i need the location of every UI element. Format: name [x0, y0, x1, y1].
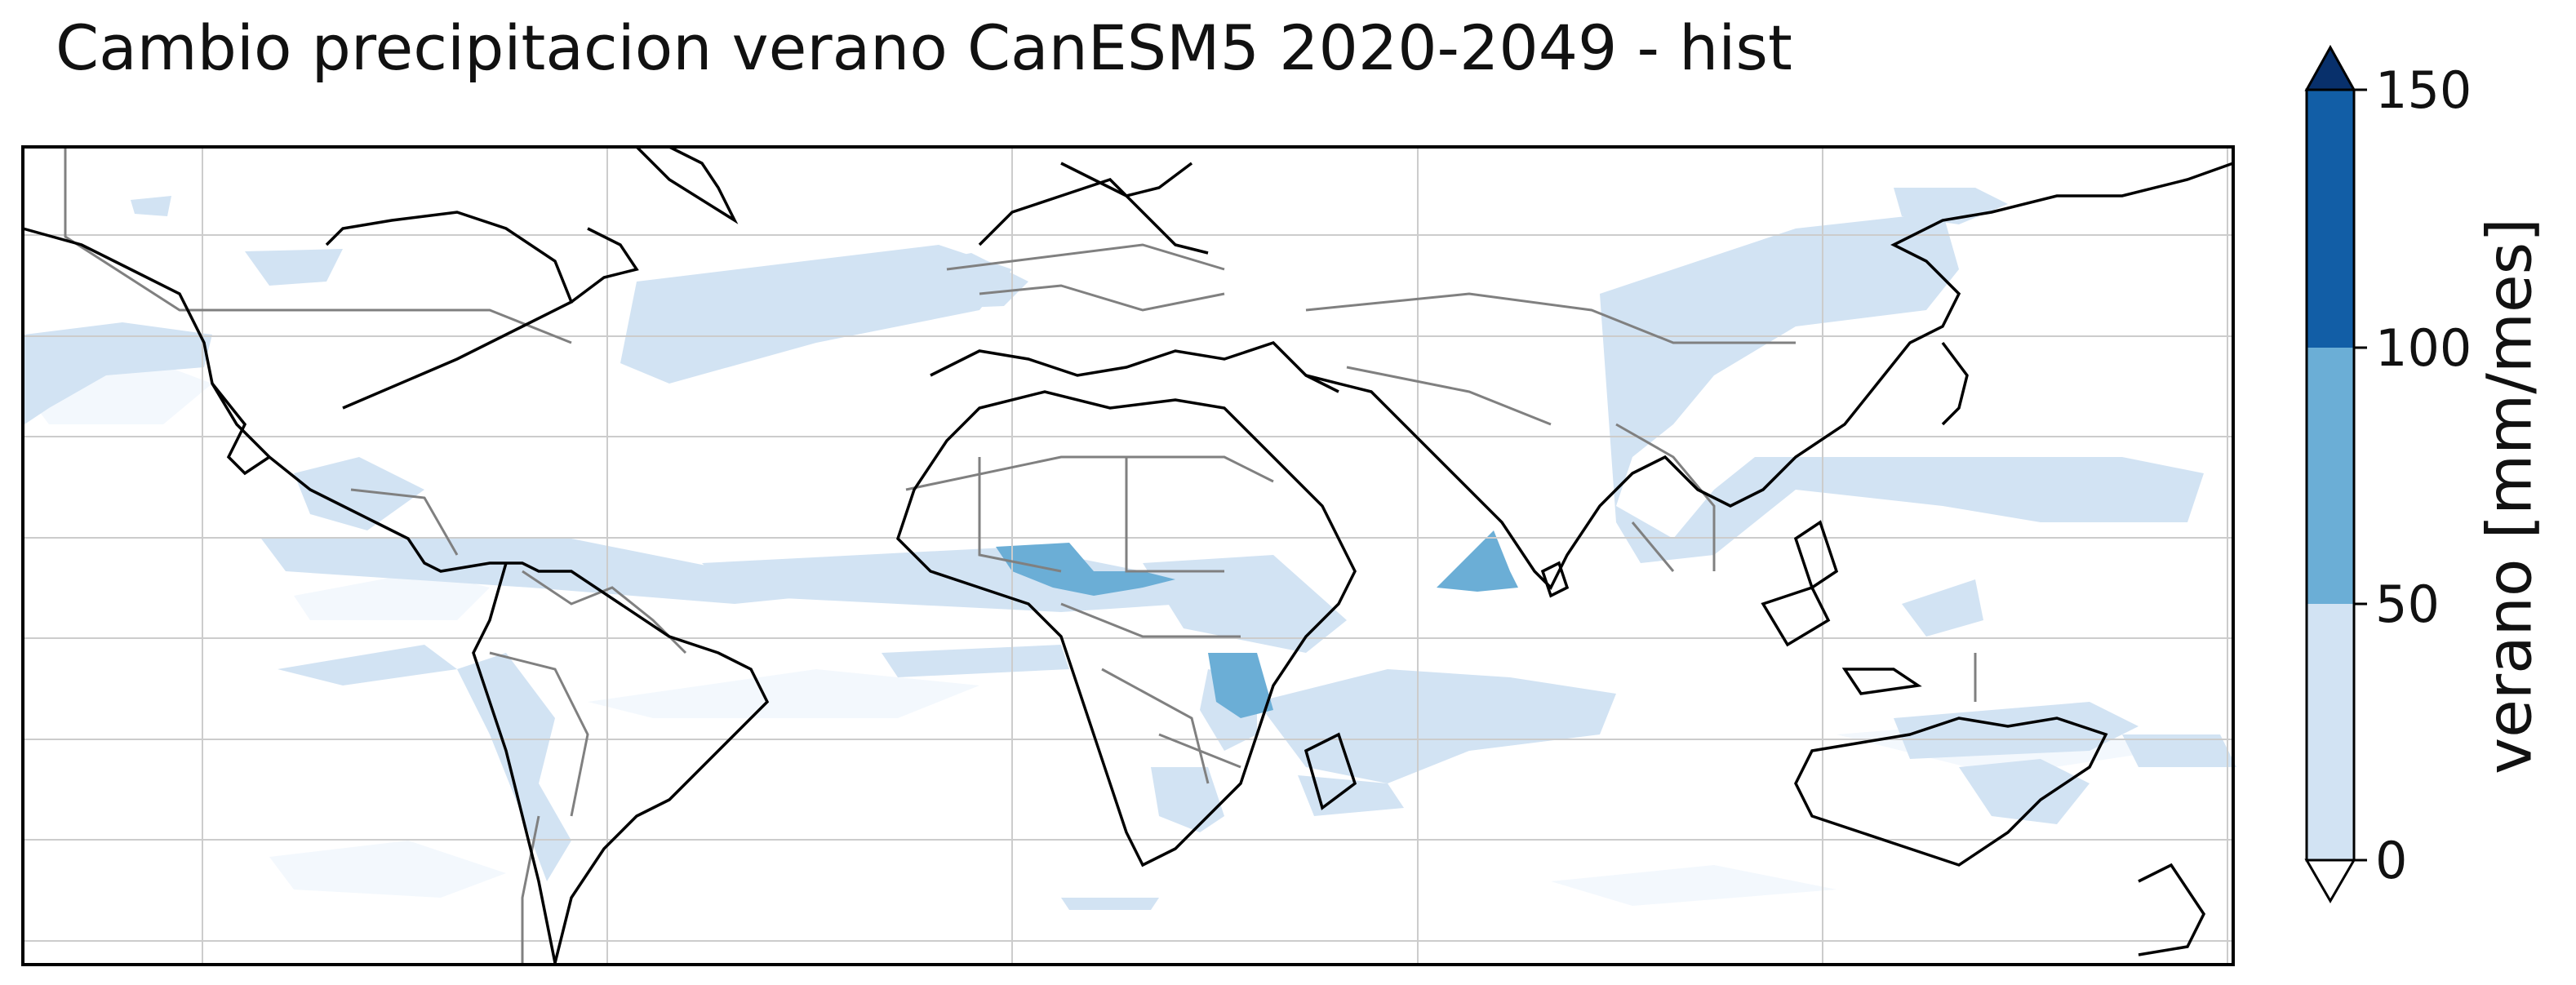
precip-bin-50-100: [996, 530, 1518, 718]
country-borders: [64, 147, 1977, 963]
map-title: Cambio precipitacion verano CanESM5 2020…: [56, 11, 1792, 84]
colorbar-tick-label-0: 0: [2375, 831, 2408, 890]
colorbar-label: verano [mm/mes]: [2472, 218, 2546, 774]
colorbar-under-arrow: [2304, 859, 2356, 903]
colorbar: [2304, 44, 2367, 903]
colorbar-tick-label-100: 100: [2375, 318, 2472, 378]
colorbar-frame: [2305, 88, 2356, 862]
colorbar-bin-50-100: [2307, 348, 2354, 604]
coastlines: [22, 145, 2234, 964]
gridlines: [23, 147, 2233, 963]
colorbar-bin-0-50: [2307, 604, 2354, 860]
colorbar-over-arrow: [2304, 44, 2356, 91]
map-frame: [21, 145, 2235, 966]
light-precip-areas: [24, 359, 2163, 906]
colorbar-tick-label-50: 50: [2375, 575, 2440, 634]
colorbar-bin-100-150: [2307, 90, 2354, 348]
precip-bin-0-50: [24, 188, 2236, 910]
colorbar-tick-label-150: 150: [2375, 60, 2472, 120]
